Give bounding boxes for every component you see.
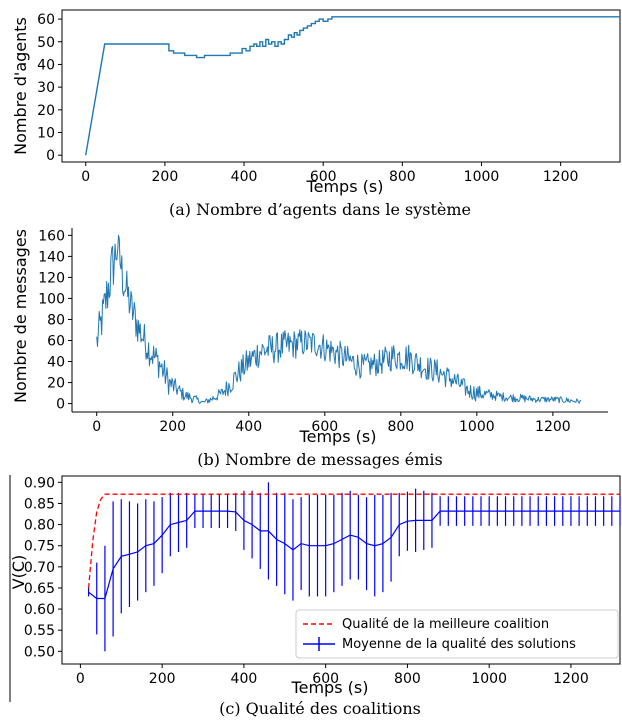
plot-frame	[61, 475, 621, 665]
y-tick-label: 0.70	[24, 560, 55, 576]
y-tick-label: 0.85	[24, 496, 55, 512]
x-tick-label: 1000	[459, 419, 495, 435]
x-tick-label: 200	[152, 169, 179, 185]
y-tick-label: 0.50	[24, 644, 55, 660]
x-tick-label: 800	[387, 419, 414, 435]
y-tick-label: 160	[38, 228, 65, 244]
x-tick-label: 0	[81, 169, 90, 185]
y-ticks: 0.50 0.55 0.60 0.65 0.70 0.75 0.80 0.85 0.90	[24, 475, 62, 660]
legend-label-best: Qualité de la meilleure coalition	[342, 617, 549, 632]
y-ticks: 0 10 20 30 40 50 60	[37, 12, 62, 164]
y-tick-label: 0	[46, 148, 55, 164]
y-tick-label: 0.60	[24, 602, 55, 618]
x-ticks: 0 200 400 600 800 1000 1200	[81, 162, 578, 185]
x-tick-label: 800	[389, 169, 416, 185]
x-ticks: 0 200 400 600 800 1000 1200	[92, 412, 571, 435]
x-tick-label: 600	[311, 419, 338, 435]
caption-c: (c) Qualité des coalitions	[219, 699, 421, 718]
x-tick-label: 1200	[535, 419, 571, 435]
y-tick-label: 30	[37, 80, 55, 96]
caption-b: (b) Nombre de messages émis	[197, 450, 442, 469]
y-tick-label: 0.80	[24, 518, 55, 534]
x-axis-label: Temps (s)	[306, 177, 384, 196]
y-tick-label: 120	[38, 270, 65, 286]
y-axis-label: Nombre de messages	[11, 229, 30, 403]
x-tick-label: 200	[159, 419, 186, 435]
x-tick-label: 400	[231, 169, 258, 185]
x-tick-label: 1200	[553, 671, 589, 687]
y-tick-label: 100	[38, 291, 65, 307]
y-tick-label: 0.90	[24, 475, 55, 491]
y-tick-label: 60	[47, 334, 65, 350]
y-ticks: 0 20 40 60 80 100 120 140 160	[38, 228, 72, 413]
y-tick-label: 60	[37, 12, 55, 28]
y-tick-label: 40	[47, 355, 65, 371]
x-axis-label: Temps (s)	[299, 427, 377, 446]
panel-agents: 0 200 400 600 800 1000 1200 0 10 20 30 40 50 60 Temp…	[11, 9, 621, 219]
x-axis-label: Temps (s)	[291, 678, 369, 697]
x-tick-label: 600	[312, 671, 339, 687]
panel-messages: 0 200 400 600 800 1000 1200 0 20 40 60 80 100 120 140…	[11, 228, 608, 469]
y-axis-label: Nombre d'agents	[11, 17, 30, 155]
messages-line-group	[96, 234, 582, 404]
x-tick-label: 1000	[464, 169, 500, 185]
x-tick-label: 1000	[471, 671, 507, 687]
panel-quality: 0 200 400 600 800 1000 1200 0.500.550.600.650.…	[9, 475, 621, 718]
y-tick-label: 0.75	[24, 539, 55, 555]
caption-a: (a) Nombre d’agents dans le système	[169, 200, 471, 219]
messages-series-line	[96, 234, 582, 404]
mean-quality-line	[88, 510, 620, 600]
legend: Qualité de la meilleure coalition Moyenn…	[295, 609, 619, 659]
quality-series-group	[87, 482, 621, 652]
x-tick-label: 200	[149, 671, 176, 687]
y-tick-label: 20	[47, 376, 65, 392]
x-tick-label: 0	[76, 671, 85, 687]
y-axis-label: V(C)	[9, 555, 28, 590]
y-tick-label: 0.65	[24, 581, 55, 597]
x-tick-label: 0	[92, 419, 101, 435]
y-tick-label: 40	[37, 57, 55, 73]
x-tick-label: 400	[235, 419, 262, 435]
x-tick-label: 600	[310, 169, 337, 185]
x-tick-label: 1200	[543, 169, 579, 185]
y-tick-label: 50	[37, 35, 55, 51]
legend-label-mean: Moyenne de la qualité des solutions	[342, 637, 576, 652]
y-tick-label: 0.55	[24, 623, 55, 639]
agents-series-line	[85, 16, 620, 156]
legend-box	[295, 609, 619, 659]
y-tick-label: 0	[56, 397, 65, 413]
x-ticks: 0 200 400 600 800 1000 1200	[76, 664, 589, 687]
plot-frame	[61, 9, 621, 163]
x-tick-label: 400	[231, 671, 258, 687]
y-tick-label: 80	[47, 312, 65, 328]
x-tick-label: 800	[394, 671, 421, 687]
best-coalition-line	[87, 493, 620, 589]
y-tick-label: 20	[37, 103, 55, 119]
y-tick-label: 140	[38, 249, 65, 265]
agents-line-group	[85, 16, 620, 156]
y-tick-label: 10	[37, 126, 55, 142]
